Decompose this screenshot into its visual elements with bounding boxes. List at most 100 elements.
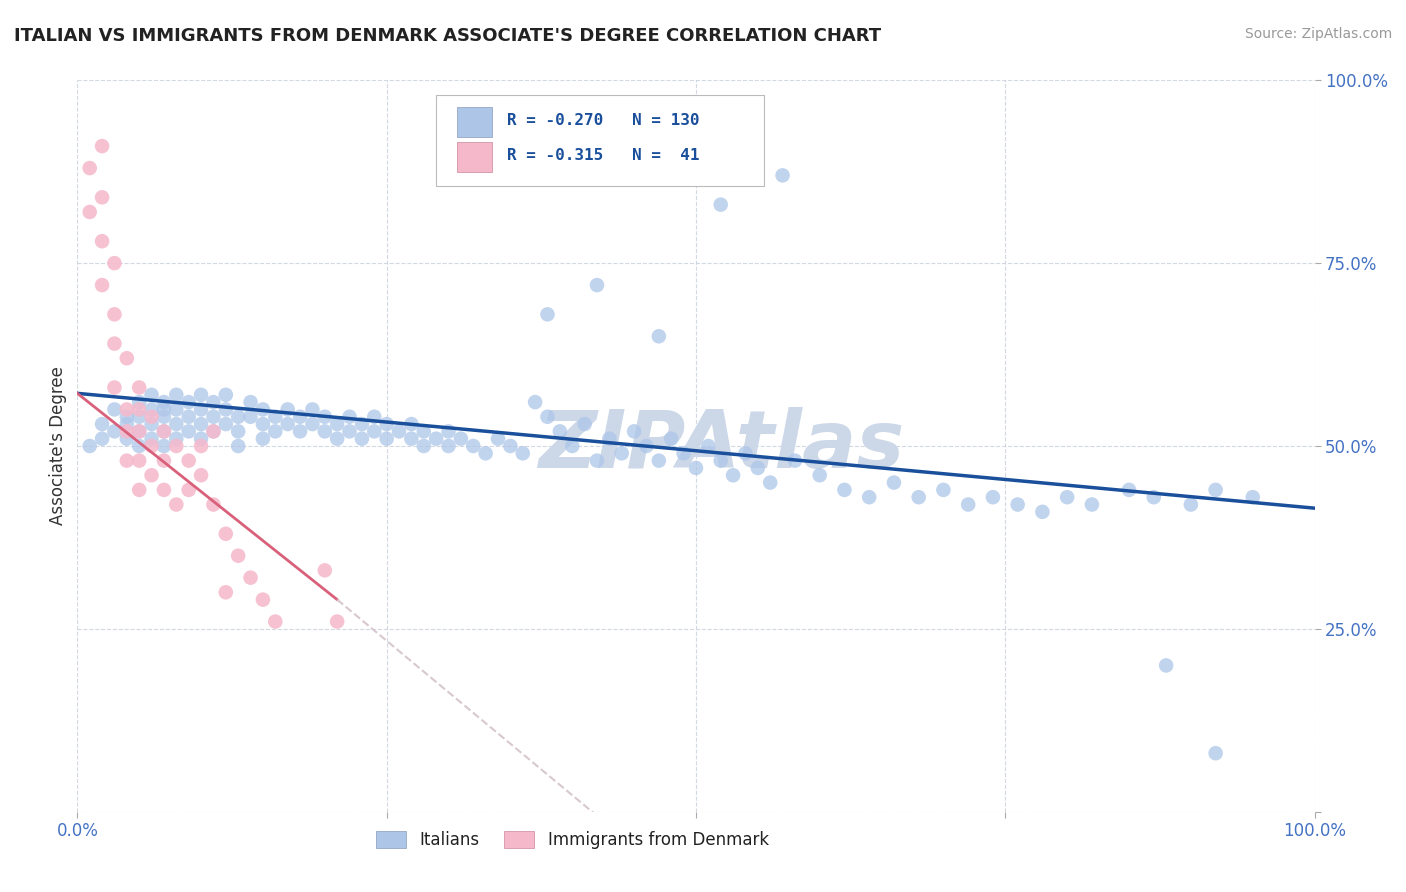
Point [190,417,212,431]
Point [672,446,695,460]
Point [301,417,323,431]
Point [177,453,200,467]
Point [437,425,460,439]
Point [610,446,633,460]
Point [648,453,671,467]
Point [288,425,311,439]
Point [226,549,249,563]
Point [91,190,114,204]
Point [747,461,769,475]
Point [350,432,373,446]
Point [1031,505,1053,519]
Point [401,432,423,446]
Point [264,615,287,629]
Point [190,468,212,483]
Point [314,563,336,577]
Point [264,409,287,424]
Y-axis label: Associate's Degree: Associate's Degree [49,367,67,525]
Point [1205,483,1227,497]
Point [115,432,138,446]
Point [957,498,980,512]
Point [1143,490,1166,504]
Point [834,483,856,497]
Point [710,453,733,467]
Point [165,432,187,446]
Point [1081,498,1104,512]
Point [153,425,176,439]
Point [463,439,485,453]
Point [165,439,187,453]
Point [190,402,212,417]
Point [103,402,125,417]
Point [103,380,125,394]
Point [425,432,447,446]
Point [375,432,398,446]
Point [239,409,262,424]
Point [339,409,361,424]
Point [153,425,176,439]
Point [252,592,274,607]
Point [128,453,150,467]
Point [91,234,114,248]
Point [153,483,176,497]
FancyBboxPatch shape [457,143,492,171]
Point [141,402,163,417]
Point [202,425,225,439]
Point [524,395,547,409]
Point [115,351,138,366]
Point [190,432,212,446]
Point [339,425,361,439]
Point [808,468,831,483]
Point [141,417,163,431]
Point [721,468,744,483]
Point [1180,498,1202,512]
Point [103,425,125,439]
Point [858,490,880,504]
Point [226,439,249,453]
Point [561,124,583,138]
Point [883,475,905,490]
Point [252,417,274,431]
Point [128,483,150,497]
Point [91,417,114,431]
Point [153,395,176,409]
Point [759,475,782,490]
Point [685,461,707,475]
Point [165,498,187,512]
Point [226,409,249,424]
Point [128,425,150,439]
Point [1205,746,1227,760]
Point [115,417,138,431]
Point [115,402,138,417]
Point [252,402,274,417]
Point [1154,658,1177,673]
Point [548,425,571,439]
Point [648,329,671,343]
Point [202,498,225,512]
Point [474,446,496,460]
Point [536,409,558,424]
Point [659,432,682,446]
Point [288,409,311,424]
Point [314,425,336,439]
Point [153,402,176,417]
Point [128,425,150,439]
Point [177,409,200,424]
Point [437,439,460,453]
Point [1241,490,1264,504]
Point [734,446,756,460]
Point [536,307,558,321]
Point [115,425,138,439]
Point [215,585,238,599]
Point [981,490,1004,504]
Point [450,432,472,446]
Point [141,439,163,453]
Point [783,453,806,467]
Point [128,380,150,394]
Point [141,432,163,446]
Point [1118,483,1140,497]
Point [932,483,955,497]
Point [412,425,434,439]
Point [636,439,658,453]
Legend: Italians, Immigrants from Denmark: Italians, Immigrants from Denmark [370,824,775,856]
